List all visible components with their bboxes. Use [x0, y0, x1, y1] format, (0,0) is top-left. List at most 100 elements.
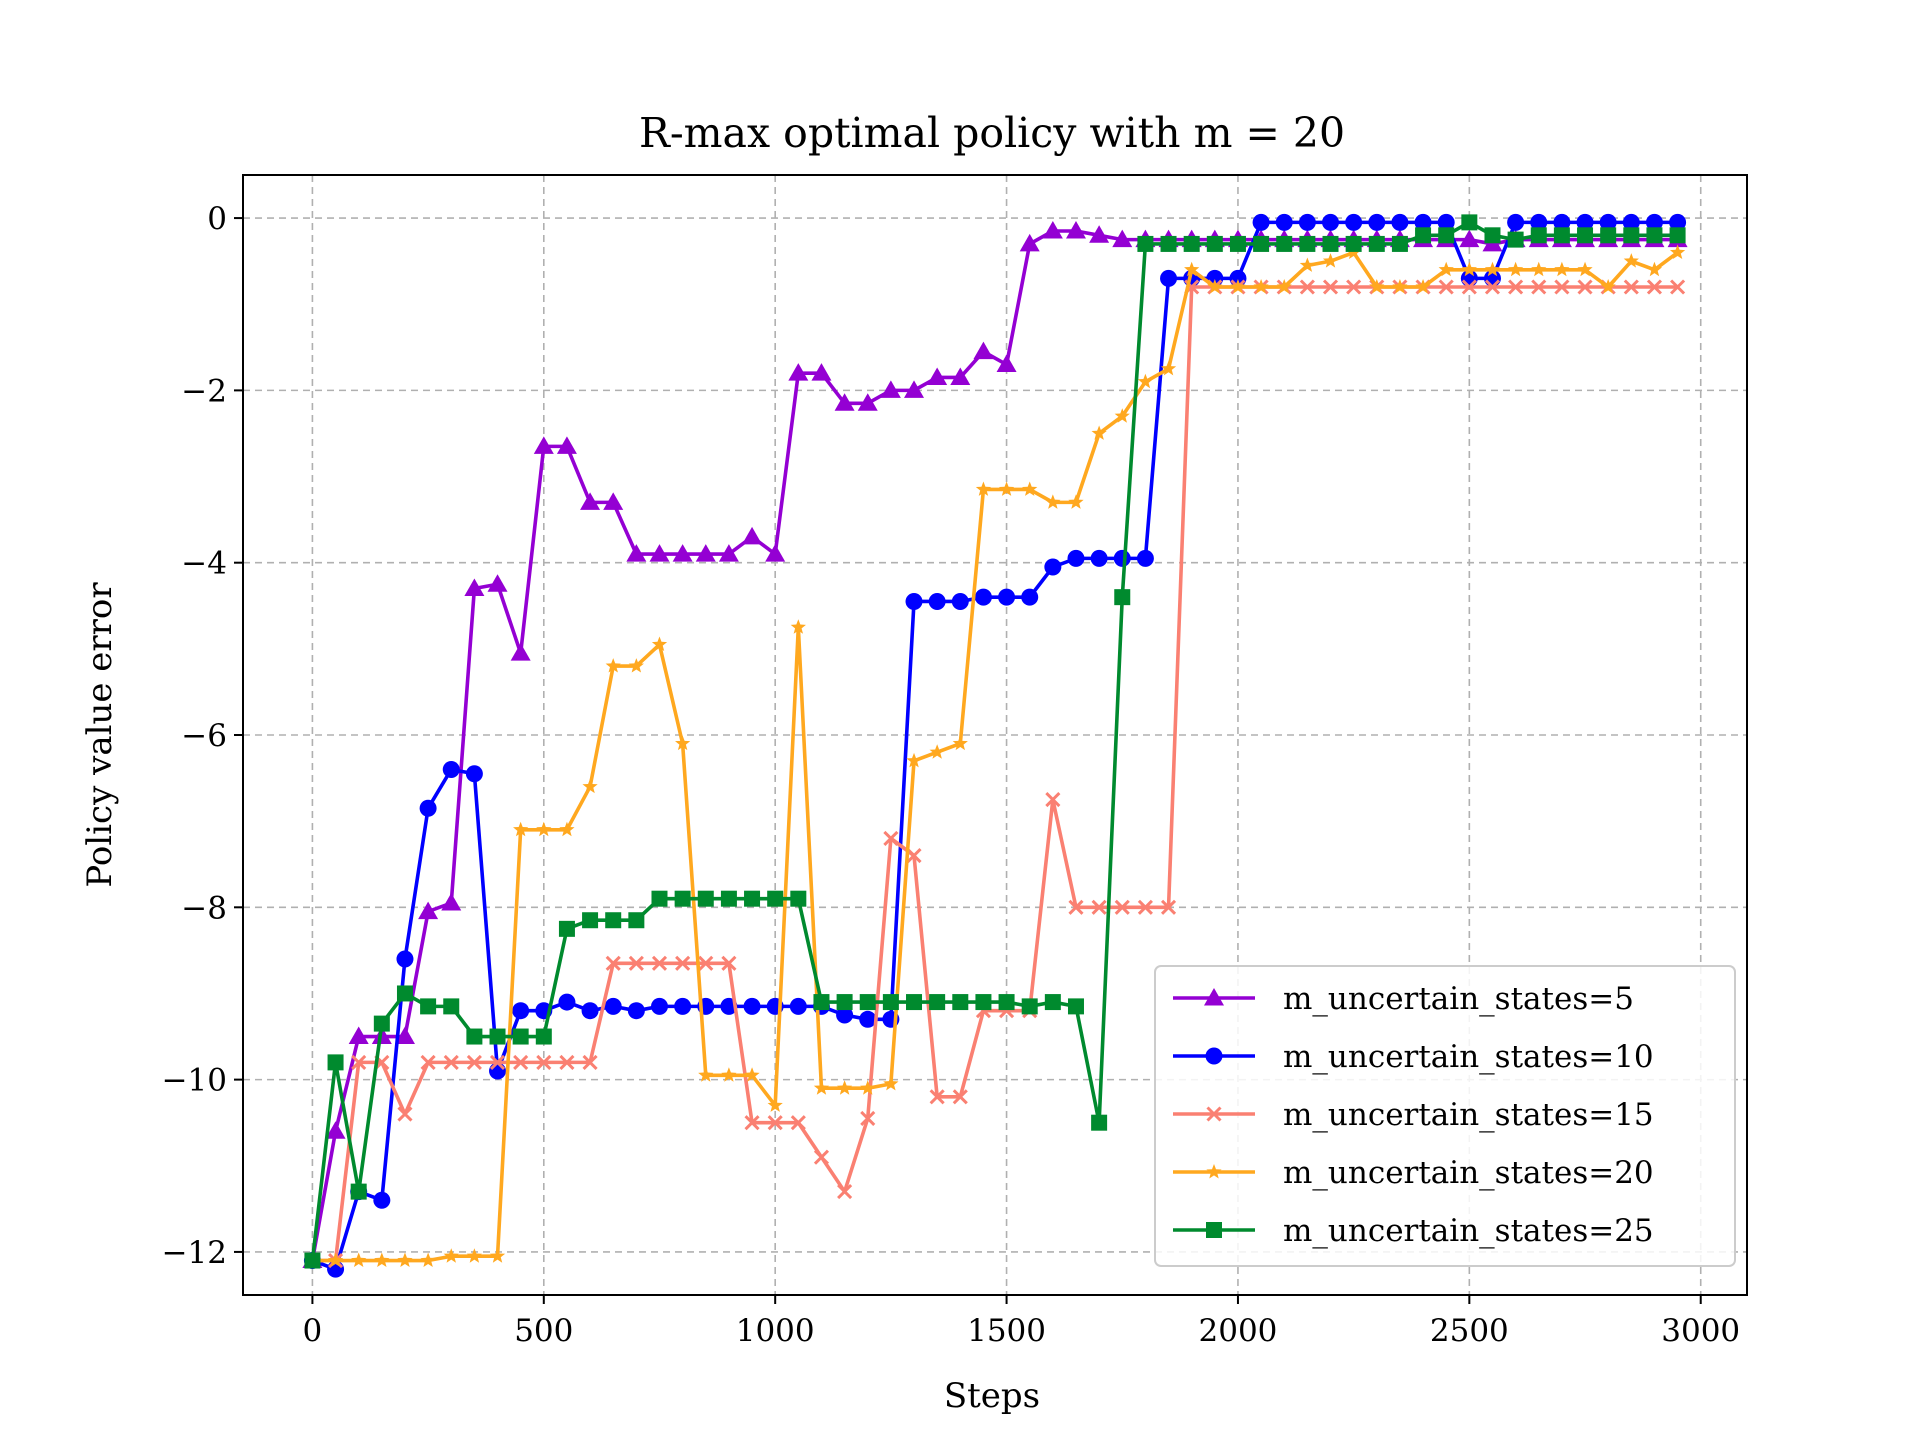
data-point: [582, 1054, 598, 1070]
data-point: [396, 985, 413, 1002]
data-point: [1137, 373, 1154, 389]
data-point: [859, 994, 876, 1011]
data-point: [698, 1067, 714, 1082]
data-point: [1160, 269, 1178, 287]
data-point: [1276, 235, 1293, 252]
data-point: [582, 778, 598, 794]
data-point: [1230, 279, 1246, 294]
data-point: [581, 1002, 599, 1020]
data-point: [928, 592, 946, 610]
data-point: [1508, 279, 1524, 295]
data-point: [605, 658, 621, 673]
data-point: [1114, 589, 1131, 606]
data-point: [1646, 227, 1663, 244]
x-tick-label: 1000: [736, 1313, 815, 1349]
data-point: [1091, 425, 1107, 440]
data-point: [420, 998, 437, 1015]
data-point: [465, 765, 483, 783]
data-point: [790, 619, 806, 634]
data-point: [1530, 227, 1547, 244]
data-point: [742, 526, 763, 545]
data-point: [466, 1054, 482, 1070]
data-point: [1322, 253, 1339, 268]
data-point: [1042, 221, 1063, 239]
data-point: [489, 1028, 506, 1045]
data-point: [1646, 279, 1663, 295]
data-point: [674, 890, 691, 907]
legend-entry: m_uncertain_states=10: [1173, 1039, 1654, 1075]
data-point: [1067, 998, 1084, 1015]
data-point: [1160, 360, 1177, 376]
data-point: [1459, 229, 1480, 248]
series-layer: [302, 213, 1688, 1278]
data-point: [1252, 213, 1270, 231]
data-point: [489, 1054, 506, 1070]
data-point: [1554, 279, 1570, 295]
data-point: [1622, 213, 1640, 231]
data-point: [628, 955, 644, 971]
data-point: [559, 821, 575, 837]
data-point: [1577, 261, 1593, 277]
data-point: [1507, 213, 1525, 231]
data-point: [1645, 213, 1663, 231]
data-point: [1669, 227, 1686, 244]
data-point: [420, 1252, 436, 1268]
x-tick-label: 500: [514, 1313, 573, 1349]
data-point: [1484, 279, 1501, 295]
data-point: [811, 363, 832, 381]
data-point: [396, 950, 414, 968]
data-point: [350, 1183, 367, 1200]
data-point: [1183, 235, 1200, 252]
data-point: [348, 1026, 369, 1045]
legend-marker: [1206, 1222, 1222, 1238]
legend-box: [1154, 965, 1736, 1267]
data-point: [1021, 588, 1039, 606]
data-point: [605, 955, 621, 971]
data-point: [1160, 899, 1177, 915]
data-point: [487, 574, 508, 592]
data-point: [790, 1115, 806, 1131]
data-point: [1137, 899, 1153, 915]
data-point: [695, 544, 716, 562]
series-line: [312, 285, 1678, 1263]
data-point: [929, 994, 946, 1011]
data-point: [1438, 279, 1454, 295]
data-point: [1484, 261, 1501, 277]
data-point: [1414, 213, 1432, 231]
data-point: [1068, 899, 1084, 915]
data-point: [513, 1054, 529, 1070]
data-point: [651, 955, 668, 971]
data-point: [952, 994, 969, 1011]
data-point: [1276, 279, 1292, 294]
data-point: [443, 1248, 459, 1263]
x-tick-label: 2500: [1430, 1313, 1509, 1349]
data-point: [1206, 235, 1223, 252]
data-point: [513, 821, 529, 837]
data-point: [974, 588, 992, 606]
data-point: [1298, 213, 1316, 231]
data-point: [975, 481, 992, 496]
data-point: [767, 1097, 783, 1112]
data-point: [649, 544, 670, 562]
data-point: [1669, 244, 1686, 260]
data-point: [373, 1191, 391, 1209]
data-point: [1599, 213, 1617, 231]
data-point: [790, 890, 807, 907]
data-point: [1531, 261, 1547, 277]
data-point: [1415, 227, 1432, 244]
data-point: [327, 1252, 344, 1268]
data-point: [325, 1121, 346, 1139]
data-point: [883, 1075, 899, 1091]
data-point: [1089, 225, 1110, 243]
data-point: [1507, 231, 1524, 248]
legend-label: m_uncertain_states=20: [1283, 1155, 1654, 1191]
legend-entry: m_uncertain_states=15: [1173, 1097, 1654, 1133]
legend-entry: m_uncertain_states=5: [1173, 981, 1634, 1017]
legend-label: m_uncertain_states=10: [1283, 1039, 1654, 1075]
data-point: [626, 544, 647, 562]
data-point: [443, 998, 460, 1015]
data-point: [1322, 235, 1339, 252]
data-point: [1553, 213, 1571, 231]
data-point: [466, 1028, 483, 1045]
